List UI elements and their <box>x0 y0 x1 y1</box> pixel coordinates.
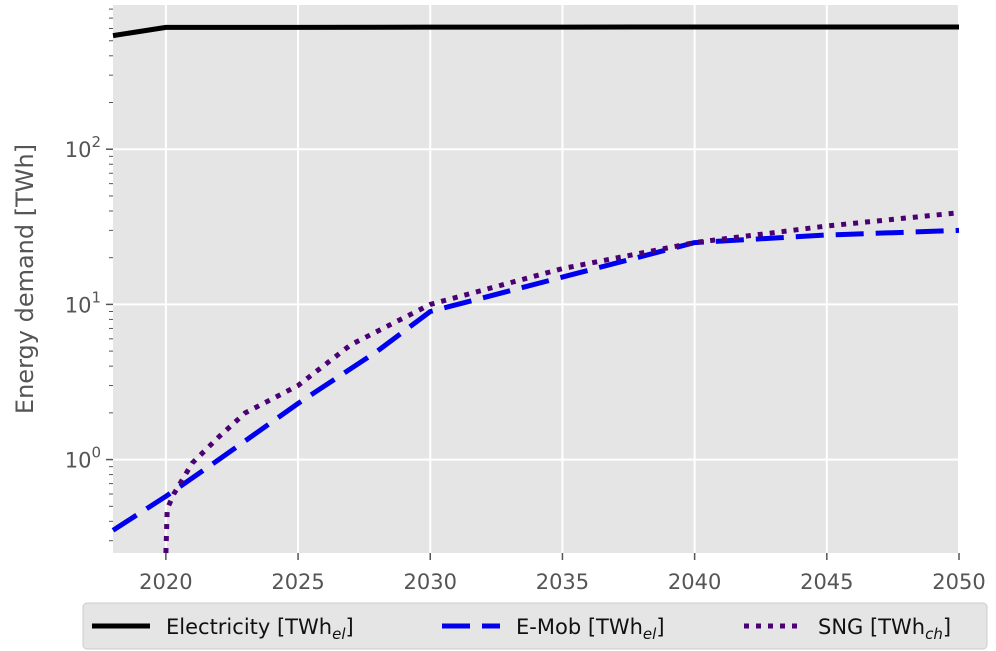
x-tick-label: 2045 <box>800 570 853 594</box>
y-tick-labels: 100 101 102 <box>65 133 101 472</box>
legend-label: SNG [TWhch] <box>818 615 951 643</box>
plot-background <box>113 5 959 553</box>
y-tick-label: 102 <box>65 133 101 162</box>
y-tick-label: 101 <box>65 288 101 317</box>
x-tick-label: 2050 <box>932 570 985 594</box>
legend: Electricity [TWhel] E-Mob [TWhel] SNG [TWh… <box>82 602 988 650</box>
x-tick-labels: 2020 2025 2030 2035 2040 2045 2050 <box>139 570 986 594</box>
y-tick-label: 100 <box>65 444 101 473</box>
series-line <box>111 227 960 533</box>
series-line <box>163 210 960 554</box>
series-layer <box>111 24 960 554</box>
x-tick-label: 2025 <box>271 570 324 594</box>
series-line <box>112 24 959 39</box>
legend-box <box>82 602 988 650</box>
grid <box>113 5 960 553</box>
x-tick-label: 2030 <box>404 570 457 594</box>
x-tick-label: 2020 <box>139 570 192 594</box>
y-axis-title: Energy demand [TWh] <box>11 144 39 414</box>
x-tick-label: 2035 <box>536 570 589 594</box>
minor-ticks <box>106 8 960 560</box>
x-tick-label: 2040 <box>668 570 721 594</box>
legend-label: Electricity [TWhel] <box>166 615 354 643</box>
legend-label: E-Mob [TWhel] <box>516 615 665 643</box>
